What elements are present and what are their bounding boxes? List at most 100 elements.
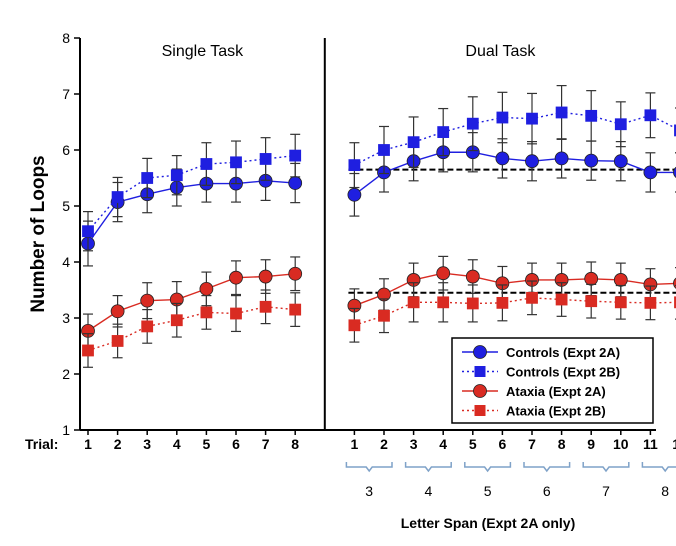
data-point xyxy=(644,109,657,122)
data-point xyxy=(614,296,627,309)
data-point xyxy=(230,307,242,320)
data-point xyxy=(200,306,213,319)
series-line xyxy=(354,111,676,166)
letter-span-label: 3 xyxy=(365,483,373,499)
data-point xyxy=(554,151,569,166)
data-point xyxy=(584,153,599,168)
data-point xyxy=(466,117,479,130)
data-point xyxy=(466,297,479,310)
data-point xyxy=(199,281,214,296)
letter-span-label: 4 xyxy=(425,483,433,499)
data-point xyxy=(643,165,658,180)
data-point xyxy=(437,126,450,138)
letter-span-label: 6 xyxy=(543,483,551,499)
data-point xyxy=(288,266,303,281)
x-tick-label: 3 xyxy=(143,436,151,452)
series-controls-expt-2b- xyxy=(82,84,676,252)
x-tick-label: 1 xyxy=(84,436,92,452)
data-point xyxy=(289,149,302,162)
letter-span-label: 7 xyxy=(602,483,610,499)
data-point xyxy=(407,136,420,149)
data-point xyxy=(259,300,272,313)
data-point xyxy=(555,106,568,119)
x-tick-label: 7 xyxy=(528,436,536,452)
trial-axis-label: Trial: xyxy=(25,436,58,452)
legend-label: Controls (Expt 2B) xyxy=(506,365,620,380)
x-tick-label: 2 xyxy=(380,436,388,452)
letter-span-bracket xyxy=(464,462,512,473)
data-point xyxy=(496,111,509,124)
data-point xyxy=(585,109,598,122)
y-tick-label: 4 xyxy=(62,254,70,270)
letter-span-bracket xyxy=(523,462,571,473)
y-tick-label: 2 xyxy=(62,366,70,382)
x-tick-label: 3 xyxy=(410,436,418,452)
data-point xyxy=(673,166,676,179)
y-tick-label: 6 xyxy=(62,142,70,158)
data-point xyxy=(348,159,361,172)
data-point xyxy=(288,176,303,190)
data-point xyxy=(348,319,361,332)
y-tick-label: 1 xyxy=(62,422,70,438)
letter-span-bracket xyxy=(404,462,452,473)
data-point xyxy=(140,293,155,308)
data-point xyxy=(82,344,94,357)
data-point xyxy=(110,304,125,319)
x-tick-label: 2 xyxy=(114,436,122,452)
data-point xyxy=(141,172,154,184)
x-tick-label: 7 xyxy=(262,436,270,452)
phase-label-dual: Dual Task xyxy=(465,43,536,60)
y-tick-label: 3 xyxy=(62,310,70,326)
x-tick-label: 5 xyxy=(469,436,477,452)
x-tick-label: 6 xyxy=(232,436,240,452)
x-tick-label: 12 xyxy=(672,436,676,452)
x-tick-label: 6 xyxy=(499,436,507,452)
series-line xyxy=(87,180,296,244)
data-point xyxy=(230,156,242,169)
data-point xyxy=(526,291,538,304)
y-tick-label: 7 xyxy=(62,86,70,102)
data-point xyxy=(229,270,243,285)
y-tick-label: 8 xyxy=(62,30,70,46)
letter-span-bracket xyxy=(345,462,393,473)
data-point xyxy=(496,296,509,309)
data-point xyxy=(170,314,183,327)
legend-marker xyxy=(474,405,486,416)
data-point xyxy=(614,118,627,131)
x-tick-label: 11 xyxy=(643,436,658,452)
phase-label-single: Single Task xyxy=(162,43,245,60)
series-line xyxy=(354,297,676,326)
data-point xyxy=(200,158,213,170)
x-tick-label: 8 xyxy=(558,436,566,452)
data-point xyxy=(82,225,94,238)
data-point xyxy=(289,303,302,316)
data-point xyxy=(407,296,420,309)
legend-label: Ataxia (Expt 2B) xyxy=(506,404,606,419)
data-point xyxy=(555,293,568,306)
letter-span-label: 8 xyxy=(661,483,669,499)
y-tick-label: 5 xyxy=(62,198,70,214)
legend-marker xyxy=(474,366,486,377)
data-point xyxy=(347,187,362,202)
series-ataxia-expt-2b- xyxy=(82,280,676,368)
data-point xyxy=(378,144,390,156)
data-point xyxy=(585,295,598,308)
x-tick-label: 5 xyxy=(203,436,211,452)
legend-marker xyxy=(473,345,487,359)
data-point xyxy=(526,112,538,125)
legend-label: Ataxia (Expt 2A) xyxy=(506,384,606,399)
x-tick-label: 9 xyxy=(587,436,595,452)
x-tick-label: 10 xyxy=(613,436,629,452)
data-point xyxy=(674,124,676,137)
x-tick-label: 1 xyxy=(351,436,359,452)
legend-label: Controls (Expt 2A) xyxy=(506,345,620,360)
data-point xyxy=(378,309,390,322)
data-point xyxy=(525,154,539,169)
data-point xyxy=(258,269,273,284)
data-point xyxy=(259,153,272,165)
series-line xyxy=(353,151,676,196)
legend: Controls (Expt 2A) Controls (Expt 2B) Atax… xyxy=(451,337,654,424)
data-point xyxy=(674,296,676,309)
x-tick-label: 4 xyxy=(173,436,181,452)
letter-span-bracket xyxy=(582,462,630,473)
